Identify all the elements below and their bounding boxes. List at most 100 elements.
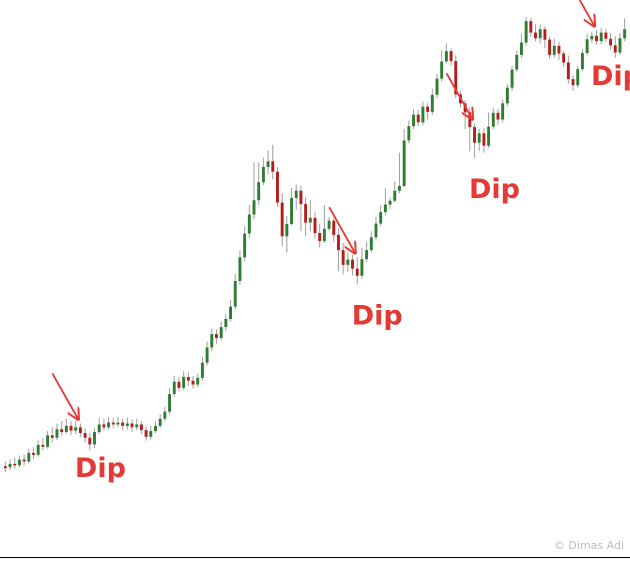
candle-body-down	[351, 259, 354, 269]
candle-body-up	[97, 424, 101, 433]
dip-label: Dip	[352, 300, 403, 331]
candle-body-up	[163, 411, 167, 419]
candle	[229, 300, 233, 322]
candle	[402, 129, 406, 187]
candle-body-down	[191, 380, 195, 385]
candle	[60, 421, 64, 436]
candle-body-up	[618, 38, 622, 53]
candle	[571, 75, 575, 91]
candle-body-up	[369, 237, 373, 251]
candle-body-down	[3, 466, 7, 469]
candle	[383, 188, 387, 216]
candle-body-down	[341, 250, 345, 265]
candle	[360, 247, 364, 279]
candle	[233, 273, 237, 310]
dip-arrow	[328, 206, 355, 253]
candle	[27, 448, 31, 464]
candle	[580, 49, 584, 72]
candle	[491, 107, 495, 129]
candle-body-up	[285, 224, 289, 237]
candle-body-up	[196, 377, 200, 385]
candle-body-up	[487, 126, 491, 146]
candle	[407, 120, 411, 144]
candle	[355, 257, 359, 285]
candle	[111, 417, 115, 429]
candle-body-down	[473, 127, 476, 143]
candle-body-up	[266, 161, 270, 167]
candle-body-up	[360, 259, 364, 276]
candle	[416, 110, 420, 127]
candle-body-down	[534, 32, 537, 39]
candle-body-down	[13, 463, 17, 466]
candle	[524, 17, 528, 46]
candle	[257, 162, 261, 205]
candle-body-down	[454, 61, 458, 95]
candle-body-down	[121, 422, 125, 426]
candle-body-up	[491, 112, 495, 127]
candle	[534, 24, 537, 42]
candle	[191, 376, 195, 389]
candle	[69, 421, 73, 436]
candle	[557, 41, 561, 61]
candles-layer	[3, 17, 627, 472]
candle	[327, 216, 331, 232]
candle	[519, 34, 523, 58]
candle	[144, 426, 148, 441]
candle	[243, 226, 247, 262]
candle-body-up	[135, 424, 139, 428]
candle	[149, 425, 153, 440]
candle-body-up	[46, 435, 50, 447]
candle-body-down	[111, 422, 115, 425]
candle-body-up	[93, 432, 96, 445]
candle	[78, 423, 82, 437]
candle	[599, 27, 603, 45]
candle	[172, 376, 176, 397]
candle-body-down	[83, 433, 87, 438]
candle-body-down	[449, 51, 453, 62]
candle	[365, 242, 369, 262]
candle-body-up	[524, 21, 528, 43]
candle-body-up	[252, 200, 256, 215]
candle	[341, 243, 345, 275]
candle	[482, 128, 486, 153]
candle-body-down	[304, 204, 308, 223]
candle-body-down	[215, 334, 218, 338]
candle-body-up	[55, 429, 59, 438]
candle	[97, 417, 101, 434]
candle-body-up	[219, 327, 223, 338]
candle	[163, 406, 167, 422]
candle-body-down	[69, 425, 73, 431]
candle-body-up	[224, 319, 228, 328]
candle	[566, 55, 570, 84]
candle-body-up	[172, 381, 176, 395]
candle-body-up	[623, 29, 627, 39]
candle-body-down	[426, 106, 430, 112]
candle-body-up	[590, 35, 594, 40]
candle-body-up	[580, 53, 584, 70]
candle	[304, 196, 308, 237]
candle	[135, 418, 139, 431]
candle	[543, 26, 547, 49]
candle-body-down	[22, 459, 26, 462]
candle-body-down	[609, 38, 613, 46]
candle	[308, 200, 312, 232]
candle	[41, 437, 45, 451]
candle-body-up	[125, 423, 129, 426]
candle-body-down	[102, 424, 106, 428]
candle	[102, 418, 106, 431]
candle	[440, 50, 444, 82]
candle	[158, 414, 162, 429]
candle	[604, 28, 608, 42]
candle	[576, 66, 580, 88]
candle	[623, 18, 627, 42]
candle-body-down	[332, 220, 336, 235]
candle	[261, 157, 265, 186]
candle	[200, 357, 204, 381]
candle-body-down	[571, 79, 575, 86]
candle-body-up	[233, 281, 237, 307]
candle-body-up	[36, 444, 40, 455]
candle	[196, 373, 200, 388]
candle-body-up	[505, 87, 509, 104]
candle	[17, 455, 21, 468]
candle	[552, 38, 556, 58]
